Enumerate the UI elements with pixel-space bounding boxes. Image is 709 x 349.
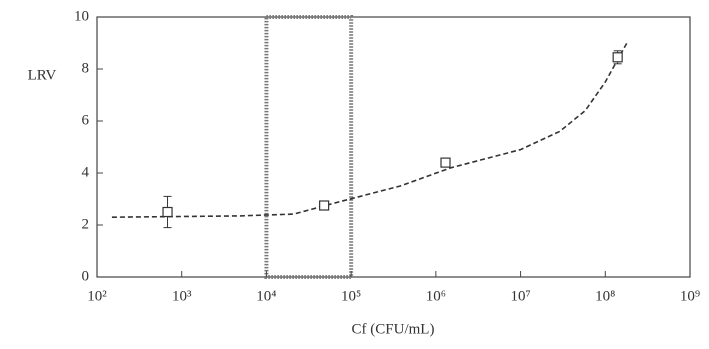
x-axis-label: Cf (CFU/mL) bbox=[352, 321, 435, 337]
point bbox=[162, 206, 173, 218]
y-tick-label: 8 bbox=[82, 60, 90, 76]
x-tick-label: 10³ bbox=[172, 288, 192, 304]
x-tick-label: 10⁸ bbox=[595, 288, 615, 304]
x-tick-label: 10² bbox=[87, 288, 107, 304]
y-tick-label: 6 bbox=[82, 112, 90, 128]
x-tick-label: 10⁵ bbox=[341, 288, 361, 304]
y-axis-label: LRV bbox=[28, 67, 57, 83]
point bbox=[319, 200, 330, 211]
x-tick-label: 10⁴ bbox=[256, 288, 276, 304]
point bbox=[440, 157, 451, 168]
y-tick-label: 0 bbox=[82, 268, 90, 284]
x-tick-label: 10⁶ bbox=[426, 288, 446, 304]
y-tick-label: 10 bbox=[74, 8, 89, 24]
x-tick-label: 10⁹ bbox=[680, 288, 700, 304]
highlight-region bbox=[264, 15, 354, 279]
y-tick-label: 2 bbox=[82, 216, 90, 232]
point bbox=[612, 52, 623, 63]
fit-line bbox=[111, 42, 628, 218]
x-tick-label: 10⁷ bbox=[510, 288, 530, 304]
y-tick-label: 4 bbox=[82, 164, 90, 180]
plot-frame bbox=[96, 16, 691, 278]
